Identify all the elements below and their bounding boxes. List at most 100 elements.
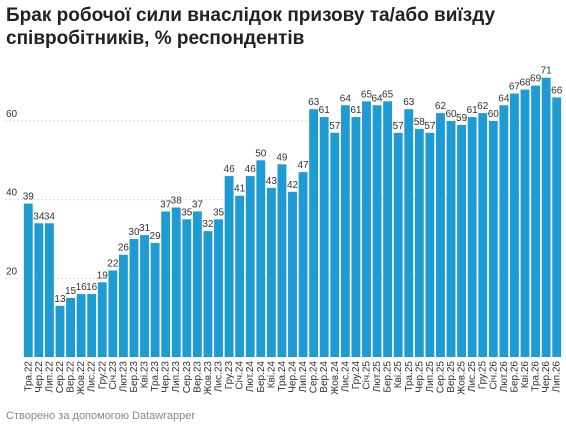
x-tick-label: Чер.26 [541,361,552,393]
x-tick-label: Лис.23 [214,361,225,392]
value-label: 50 [255,148,267,159]
x-tick-label: Тра.25 [404,361,415,392]
bar [150,242,160,357]
value-label: 71 [541,66,553,77]
bar [224,176,234,357]
x-tick-label: Лис.25 [467,361,478,392]
bar [108,270,118,357]
bar [140,235,149,357]
x-tick-label: Січ.24 [235,361,246,390]
bar [541,77,551,357]
bar [97,282,107,357]
x-tick-label: Бер.23 [129,361,140,393]
value-label: 38 [171,196,183,207]
bar [235,195,245,357]
bar [256,160,266,357]
value-label: 16 [76,282,88,293]
value-label: 39 [23,192,35,203]
value-label: 65 [361,89,373,100]
bar [87,294,97,357]
bar [192,211,202,357]
x-tick-label: Жов.22 [76,361,87,395]
value-label: 35 [181,207,193,218]
x-tick-label: Кві.23 [140,361,151,389]
x-tick-label: Сер.23 [182,361,193,394]
chart: 20 40 60 39 Тра.22 34 Чер.22 34 Лип.22 13 Сер.22 15… [5,66,563,395]
x-tick-label: Жов.24 [330,361,341,395]
value-label: 29 [150,231,162,242]
y-tick-label: 40 [6,188,18,199]
value-label: 22 [107,258,119,269]
value-label: 37 [160,199,172,210]
bar [467,117,477,357]
value-label: 37 [192,199,204,210]
bar [488,121,498,357]
bar [478,113,488,357]
value-label: 61 [467,105,479,116]
x-tick-label: Вер.24 [319,361,330,393]
bar [520,89,530,358]
x-tick-label: Лис.24 [340,361,351,392]
x-tick-label: Бер.24 [256,361,267,393]
bar [266,187,276,357]
bar [340,105,350,358]
bar [414,128,424,357]
x-tick-label: Чер.25 [414,361,425,393]
x-tick-label: Лис.22 [87,361,98,392]
x-tick-label: Січ.26 [488,361,499,390]
x-tick-label: Лют.25 [372,361,383,393]
bar [446,121,456,357]
value-label: 43 [266,176,278,187]
value-label: 49 [276,152,288,163]
chart-title: Брак робочої сили внаслідок призову та/а… [6,5,496,49]
value-label: 64 [498,93,510,104]
value-label: 57 [329,121,341,132]
bar [277,164,287,357]
value-label: 57 [393,121,405,132]
value-label: 59 [456,113,468,124]
bar [203,231,213,357]
bar [171,207,181,357]
x-tick-label: Лют.23 [118,361,129,393]
x-tick-label: Тра.23 [150,361,161,392]
bar [436,113,445,357]
bar [383,101,393,357]
x-tick-label: Січ.25 [361,361,372,390]
value-label: 35 [213,207,225,218]
bar [214,219,223,357]
bar [499,105,509,358]
value-label: 61 [350,105,362,116]
x-tick-label: Гру.22 [97,361,108,390]
value-label: 32 [202,219,214,230]
value-label: 26 [118,243,130,254]
value-label: 63 [403,97,415,108]
x-tick-label: Бер.25 [383,361,394,393]
bar [161,211,171,357]
bar [552,97,562,358]
value-label: 60 [488,109,500,120]
bar [457,124,467,357]
bar [288,191,297,357]
value-label: 63 [308,97,320,108]
x-tick-label: Лип.24 [298,361,309,393]
bar [330,132,340,357]
x-tick-label: Чер.24 [288,361,299,393]
bar [362,101,371,357]
value-label: 15 [65,286,77,297]
bar [425,132,435,357]
value-label: 47 [298,160,310,171]
x-tick-label: Лип.26 [552,361,563,393]
bar [351,117,361,357]
value-label: 13 [54,294,66,305]
y-tick-label: 60 [6,109,18,120]
x-tick-label: Гру.23 [224,361,235,390]
x-tick-label: Гру.25 [478,361,489,390]
bar [245,176,255,357]
bar [118,254,128,357]
x-tick-label: Тра.26 [531,361,542,392]
x-tick-label: Вер.25 [446,361,457,393]
value-label: 16 [86,282,98,293]
x-tick-label: Чер.22 [34,361,45,393]
bar [182,219,192,357]
